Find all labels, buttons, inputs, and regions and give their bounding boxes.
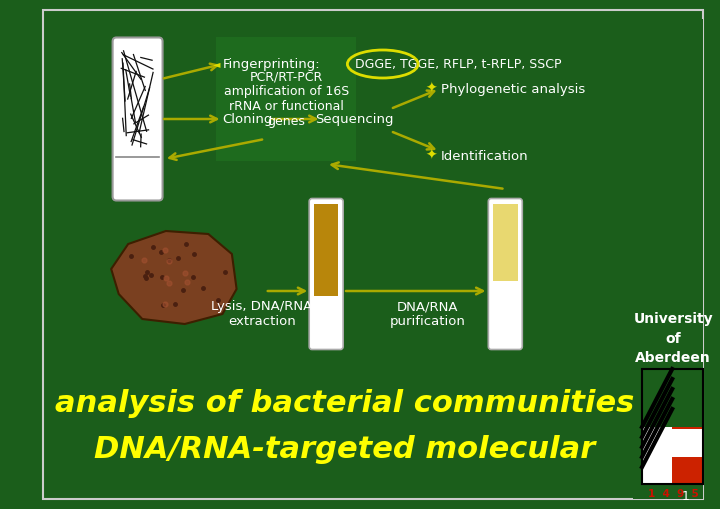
Bar [672, 427, 677, 484]
Text: Sequencing: Sequencing [315, 112, 394, 126]
Bar [642, 427, 672, 484]
Text: DNA/RNA
purification: DNA/RNA purification [390, 300, 466, 328]
Bar [672, 427, 703, 484]
Text: ✦: ✦ [426, 149, 438, 163]
Text: University
of
Aberdeen: University of Aberdeen [634, 313, 713, 365]
Text: Lysis, DNA/RNA
extraction: Lysis, DNA/RNA extraction [212, 300, 312, 328]
Bar [696, 427, 701, 484]
Polygon shape [111, 231, 237, 324]
FancyBboxPatch shape [112, 38, 163, 201]
Text: Phylogenetic analysis: Phylogenetic analysis [441, 82, 585, 96]
Text: Identification: Identification [441, 150, 528, 162]
Text: Fingerprinting:: Fingerprinting: [222, 58, 320, 71]
Bar [314, 204, 338, 296]
Bar [642, 369, 703, 484]
Bar [642, 427, 672, 484]
Bar [672, 429, 703, 457]
Text: 1: 1 [681, 491, 689, 503]
Bar [633, 19, 703, 499]
Text: 1  4  9  5: 1 4 9 5 [648, 489, 698, 499]
FancyBboxPatch shape [488, 199, 522, 350]
Text: DGGE, TGGE, RFLP, t-RFLP, SSCP: DGGE, TGGE, RFLP, t-RFLP, SSCP [355, 58, 562, 71]
Text: ✦: ✦ [426, 82, 438, 96]
Bar [677, 427, 682, 484]
Bar [686, 427, 691, 484]
Text: Cloning: Cloning [222, 112, 272, 126]
Text: DNA/RNA-targeted molecular: DNA/RNA-targeted molecular [94, 435, 595, 464]
Bar [682, 427, 686, 484]
Bar [691, 427, 696, 484]
FancyBboxPatch shape [216, 37, 356, 161]
Text: PCR/RT-PCR
amplification of 16S
rRNA or functional
genes: PCR/RT-PCR amplification of 16S rRNA or … [224, 70, 349, 128]
Bar [493, 204, 518, 281]
Text: ◄: ◄ [213, 59, 220, 69]
Text: analysis of bacterial communities: analysis of bacterial communities [55, 389, 634, 418]
FancyBboxPatch shape [309, 199, 343, 350]
